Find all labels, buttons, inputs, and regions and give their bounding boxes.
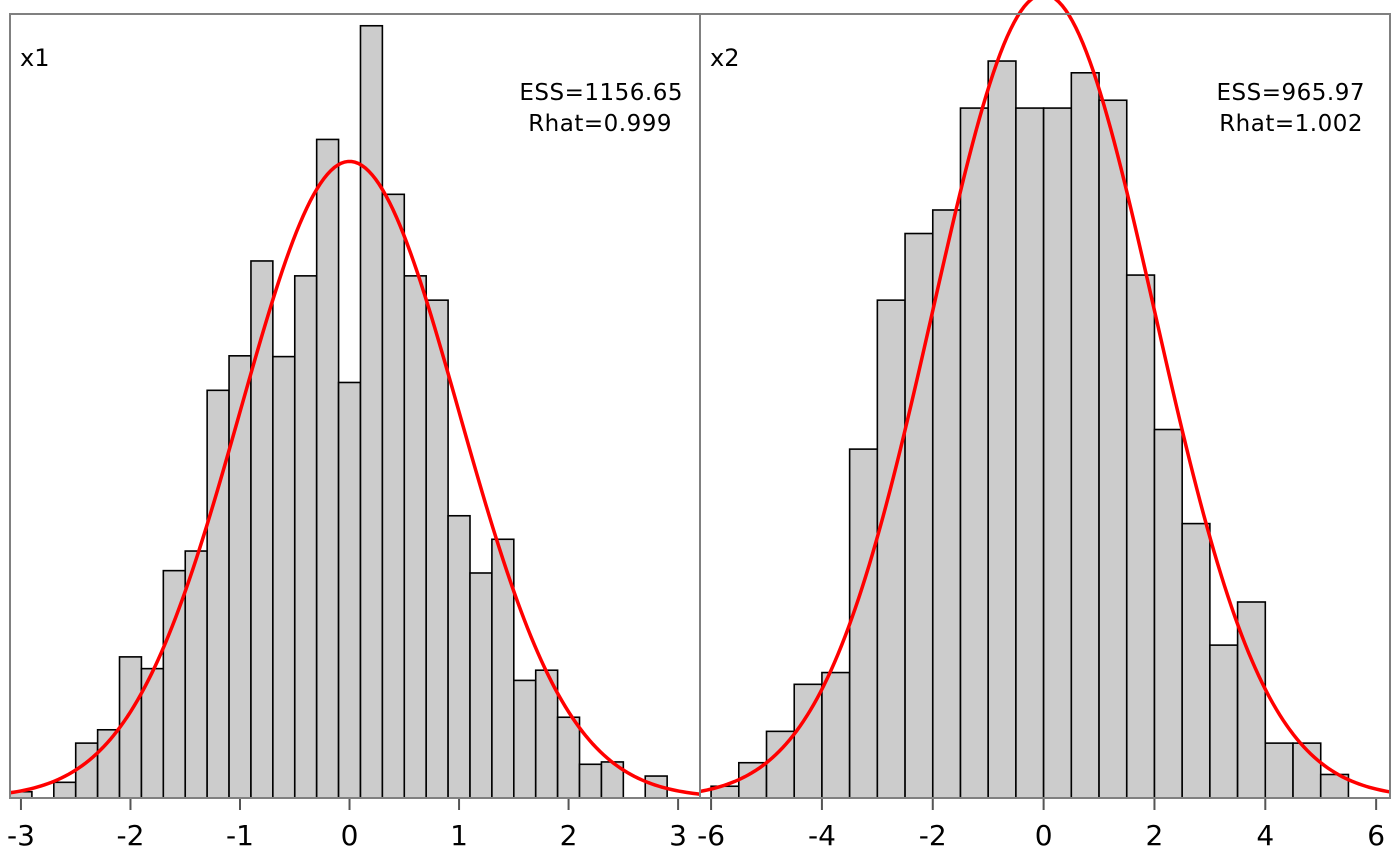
x1-x-tick-label: 2	[560, 819, 578, 852]
x1-bar	[272, 355, 296, 799]
x2-bar	[1181, 522, 1211, 799]
x1-bar	[359, 24, 384, 799]
x2-density-curve	[699, 0, 1391, 794]
x2-rhat-label: Rhat=1.002	[1219, 111, 1363, 137]
x1-x-tick-label: 1	[450, 819, 468, 852]
x2-bar	[1098, 99, 1128, 799]
x1-bar	[403, 275, 427, 799]
x2-x-tick-label: -2	[919, 819, 947, 852]
x1-bar	[53, 781, 77, 799]
x1-bars	[9, 24, 668, 799]
x1-ess-label: ESS=1156.65	[519, 80, 683, 106]
x2-x-tick-label: -4	[808, 819, 836, 852]
x2-x-tick-label: -6	[697, 819, 725, 852]
x1-bar	[425, 299, 449, 799]
x1-x-tick-label: -2	[117, 819, 145, 852]
x1-x-tick-label: -3	[7, 819, 35, 852]
x1-bar	[447, 514, 471, 799]
x2-bar	[821, 671, 851, 799]
x1-bar	[469, 572, 493, 799]
x1-bar	[228, 355, 252, 799]
x2-x-tick-label: 4	[1256, 819, 1274, 852]
x1-bar	[513, 679, 537, 799]
x2-bar	[793, 683, 823, 799]
x2-bars	[710, 60, 1350, 799]
panel-x1: x1 ESS=1156.65 Rhat=0.999 -3 -2 -1 0 1 2 3	[7, 24, 701, 852]
x1-x-tick-label: 0	[341, 819, 359, 852]
x2-x-tick-label: 0	[1035, 819, 1053, 852]
x2-x-tick-label: 6	[1367, 819, 1385, 852]
x1-x-tick-label: 3	[669, 819, 687, 852]
x2-bar	[1125, 274, 1156, 799]
x1-x-axis: -3 -2 -1 0 1 2 3	[7, 798, 687, 852]
x1-bar	[206, 389, 230, 799]
x1-x-tick-label: -1	[226, 819, 254, 852]
x1-bar	[578, 763, 603, 799]
x2-bar	[1042, 107, 1073, 799]
x2-bar	[876, 299, 906, 799]
x1-panel-label: x1	[20, 44, 49, 72]
x1-bar	[556, 716, 581, 799]
x1-bar	[74, 742, 99, 799]
x2-bar	[1070, 72, 1100, 799]
x2-bar	[1264, 742, 1294, 799]
x2-ess-label: ESS=965.97	[1217, 80, 1365, 106]
x2-bar	[1153, 428, 1183, 799]
x1-bar	[118, 656, 143, 799]
x1-rhat-label: Rhat=0.999	[528, 111, 672, 137]
x1-bar	[315, 138, 340, 799]
x2-bar	[1209, 644, 1239, 799]
x2-bar	[848, 448, 879, 799]
x2-bar	[959, 107, 989, 799]
x1-bar	[381, 193, 406, 799]
x1-density-curve	[9, 159, 701, 796]
x2-bar	[987, 60, 1017, 799]
x1-bar	[337, 381, 362, 799]
x2-x-tick-label: 2	[1146, 819, 1164, 852]
x1-bar	[293, 275, 318, 799]
x2-bar	[904, 232, 934, 799]
x1-bar	[184, 550, 208, 799]
panel-x2: x2 ESS=965.97 Rhat=1.002 -6 -4 -2 0 2 4 6	[697, 0, 1391, 852]
x2-x-axis: -6 -4 -2 0 2 4 6	[697, 798, 1385, 852]
x2-bar	[1015, 107, 1045, 799]
x2-panel-label: x2	[710, 44, 739, 72]
